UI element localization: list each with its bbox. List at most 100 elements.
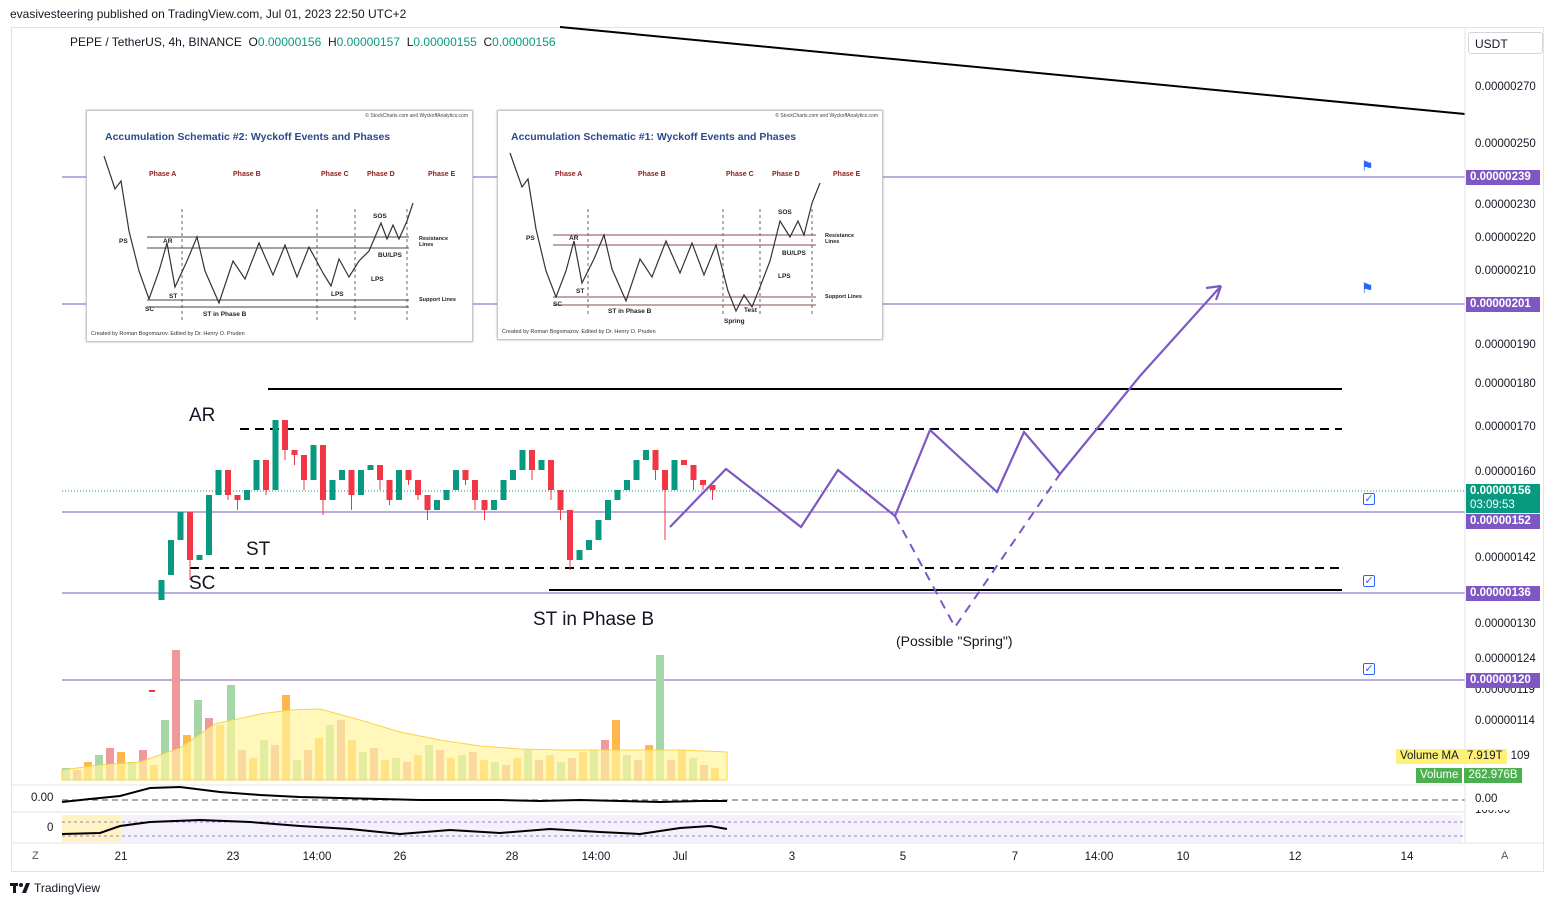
trend-line bbox=[559, 26, 1466, 115]
schematic-1-st-b: ST in Phase B bbox=[608, 308, 652, 315]
price-tag-120: 0.00000120 bbox=[1466, 673, 1540, 688]
candle-body bbox=[367, 465, 374, 470]
candle-body bbox=[700, 480, 706, 485]
price-tag-152: 0.00000152 bbox=[1466, 514, 1540, 529]
close-label: C bbox=[483, 35, 493, 49]
candle-body bbox=[158, 580, 165, 600]
candle-body bbox=[339, 470, 345, 480]
candle-body bbox=[253, 460, 260, 490]
time-tick: 14 bbox=[1400, 851, 1414, 863]
candle-body bbox=[595, 520, 602, 540]
price-tick: 0.00000114 bbox=[1475, 715, 1535, 727]
candle-body bbox=[272, 420, 279, 490]
label-st[interactable]: ST bbox=[246, 539, 271, 560]
pane2-line bbox=[61, 818, 728, 836]
candle-body bbox=[548, 460, 554, 490]
candle-body bbox=[348, 470, 355, 495]
price-tag-239: 0.00000239 bbox=[1466, 170, 1540, 185]
candle-body bbox=[149, 690, 155, 692]
price-tag-136: 0.00000136 bbox=[1466, 586, 1540, 601]
tradingview-brand: TradingView bbox=[34, 881, 101, 895]
check-icon[interactable]: ✓ bbox=[1363, 663, 1375, 675]
candle-body bbox=[396, 470, 402, 500]
tradingview-logo[interactable]: TradingView bbox=[10, 881, 100, 895]
flag-icon[interactable]: ⚑ bbox=[1361, 158, 1374, 174]
candle-body bbox=[586, 540, 592, 550]
pane2-left-value: 0 bbox=[47, 822, 54, 834]
candle-body bbox=[690, 465, 697, 480]
candle-body bbox=[462, 470, 469, 480]
candle-body bbox=[377, 465, 383, 480]
candle-body bbox=[472, 480, 478, 500]
label-possible-spring[interactable]: (Possible "Spring") bbox=[896, 633, 1013, 649]
volume-legend[interactable]: Volume MA 7.919T 109 Volume 262.976B bbox=[1396, 748, 1530, 786]
currency-selector[interactable]: USDT bbox=[1468, 32, 1543, 54]
high-value: 0.00000157 bbox=[336, 35, 401, 49]
high-label: H bbox=[327, 35, 337, 49]
volume-label: Volume bbox=[1416, 767, 1463, 783]
schematic-1-bu: BU/LPS bbox=[782, 250, 806, 257]
schematic-2-sc: SC bbox=[145, 306, 155, 313]
schematic-1-test: Test bbox=[744, 307, 757, 314]
time-tick: 26 bbox=[393, 851, 407, 863]
price-tick: 0.00000190 bbox=[1475, 339, 1536, 351]
candle-body bbox=[519, 450, 526, 470]
time-tick: 14:00 bbox=[1084, 851, 1114, 863]
volume-extra: 109 bbox=[1510, 750, 1530, 762]
candle-body bbox=[453, 470, 459, 490]
schematic-2-phase-e: Phase E bbox=[428, 171, 456, 178]
label-st-phase-b[interactable]: ST in Phase B bbox=[533, 609, 655, 630]
price-tick: 0.00000130 bbox=[1475, 618, 1536, 630]
candle-body bbox=[671, 460, 678, 490]
last-price-tag: 0.00000156 bbox=[1466, 484, 1540, 499]
schematic-2-copyright: © StockCharts.com and WyckoffAnalytics.c… bbox=[365, 113, 468, 119]
time-tick: 10 bbox=[1176, 851, 1190, 863]
candle-body bbox=[500, 480, 507, 500]
time-tick: 5 bbox=[899, 851, 907, 863]
candle-body bbox=[206, 495, 212, 555]
schematic-1-phase-e: Phase E bbox=[833, 171, 861, 178]
candle-body bbox=[177, 512, 184, 540]
pane2-right-value: 100.00 bbox=[1475, 810, 1511, 816]
candle-body bbox=[244, 490, 250, 500]
label-sc[interactable]: SC bbox=[189, 573, 216, 594]
price-tick: 0.00000170 bbox=[1475, 421, 1536, 433]
zoom-button[interactable]: Z bbox=[32, 850, 39, 862]
schematic-2-lps2: LPS bbox=[371, 276, 384, 283]
volume-bar bbox=[161, 720, 169, 780]
candle-body bbox=[310, 445, 317, 480]
candle-body bbox=[386, 480, 393, 500]
candle-body bbox=[443, 490, 450, 500]
schematic-1-image: © StockCharts.com and WyckoffAnalytics.c… bbox=[497, 110, 883, 340]
schematic-2-phase-c: Phase C bbox=[321, 171, 349, 178]
schematic-2-phase-d: Phase D bbox=[367, 171, 395, 178]
schematic-1-st: ST bbox=[576, 288, 585, 295]
projection-path bbox=[669, 285, 1222, 529]
schematic-1-credit: Created by Roman Bogomazov. Edited by Dr… bbox=[502, 329, 656, 335]
candle-body bbox=[510, 470, 516, 480]
auto-scale-button[interactable]: A bbox=[1501, 850, 1509, 862]
schematic-1-res: Resistance Lines bbox=[825, 233, 855, 245]
volume-ma-value: 7.919T bbox=[1462, 748, 1507, 764]
label-ar[interactable]: AR bbox=[189, 405, 216, 426]
schematic-2-st-b: ST in Phase B bbox=[203, 311, 247, 318]
time-tick: 28 bbox=[505, 851, 519, 863]
schematic-2-bu: BU/LPS bbox=[378, 252, 402, 259]
candle-body bbox=[415, 480, 421, 495]
check-icon[interactable]: ✓ bbox=[1363, 575, 1375, 587]
schematic-1-spring: Spring bbox=[724, 318, 745, 325]
candle-body bbox=[633, 460, 640, 480]
candle-body bbox=[481, 500, 488, 510]
flag-icon[interactable]: ⚑ bbox=[1361, 280, 1374, 296]
open-label: O bbox=[248, 35, 258, 49]
symbol-name[interactable]: PEPE / TetherUS, 4h, BINANCE bbox=[70, 35, 242, 49]
check-icon[interactable]: ✓ bbox=[1363, 493, 1375, 505]
candle-body bbox=[168, 540, 174, 575]
candle-body bbox=[225, 470, 231, 495]
volume-value: 262.976B bbox=[1464, 767, 1522, 783]
candle-body bbox=[491, 500, 497, 510]
open-value: 0.00000156 bbox=[257, 35, 322, 49]
symbol-legend[interactable]: PEPE / TetherUS, 4h, BINANCE O0.00000156… bbox=[70, 35, 556, 49]
candle-body bbox=[291, 450, 298, 455]
